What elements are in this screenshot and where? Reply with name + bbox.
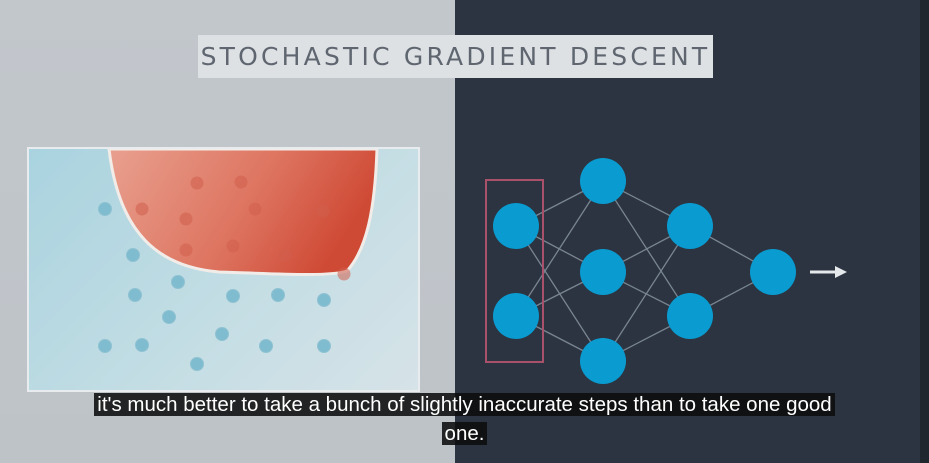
network-edge	[515, 180, 604, 317]
slide-title: STOCHASTIC GRADIENT DESCENT	[198, 35, 713, 78]
caption-line-1: it's much better to take a bunch of slig…	[94, 393, 835, 416]
red-data-point	[278, 248, 292, 262]
network-edges	[515, 180, 774, 362]
neural-network-svg	[485, 158, 847, 384]
red-data-point	[337, 267, 351, 281]
network-edge	[602, 225, 691, 362]
red-data-point	[248, 202, 262, 216]
video-caption: it's much better to take a bunch of slig…	[0, 390, 929, 448]
right-arrow-icon	[810, 266, 847, 278]
red-data-point	[316, 204, 330, 218]
red-points	[135, 175, 351, 281]
neuron-node	[580, 338, 626, 384]
classification-plot	[27, 147, 420, 392]
blue-data-point	[162, 310, 176, 324]
network-nodes	[493, 158, 796, 384]
red-data-point	[234, 175, 248, 189]
blue-data-point	[259, 339, 273, 353]
blue-data-point	[215, 327, 229, 341]
neural-network	[470, 150, 870, 390]
blue-data-point	[126, 248, 140, 262]
neuron-node	[580, 158, 626, 204]
blue-data-point	[98, 202, 112, 216]
neuron-node	[667, 293, 713, 339]
blue-data-point	[226, 289, 240, 303]
caption-line-2: one.	[441, 422, 488, 445]
blue-data-point	[135, 338, 149, 352]
blue-data-point	[171, 275, 185, 289]
red-data-point	[226, 239, 240, 253]
blue-data-point	[271, 288, 285, 302]
blue-points	[98, 202, 331, 371]
red-data-point	[179, 243, 193, 257]
red-data-point	[190, 176, 204, 190]
neuron-node	[493, 203, 539, 249]
classification-plot-svg	[98, 149, 379, 371]
neuron-node	[750, 249, 796, 295]
red-data-point	[179, 212, 193, 226]
blue-data-point	[317, 339, 331, 353]
input-layer-highlight	[485, 179, 544, 363]
blue-data-point	[317, 293, 331, 307]
neuron-node	[580, 249, 626, 295]
neuron-node	[493, 293, 539, 339]
red-region	[107, 149, 379, 277]
blue-data-point	[190, 357, 204, 371]
blue-data-point	[98, 339, 112, 353]
blue-data-point	[128, 288, 142, 302]
neuron-node	[667, 203, 713, 249]
right-edge-strip	[920, 0, 929, 463]
red-data-point	[135, 202, 149, 216]
